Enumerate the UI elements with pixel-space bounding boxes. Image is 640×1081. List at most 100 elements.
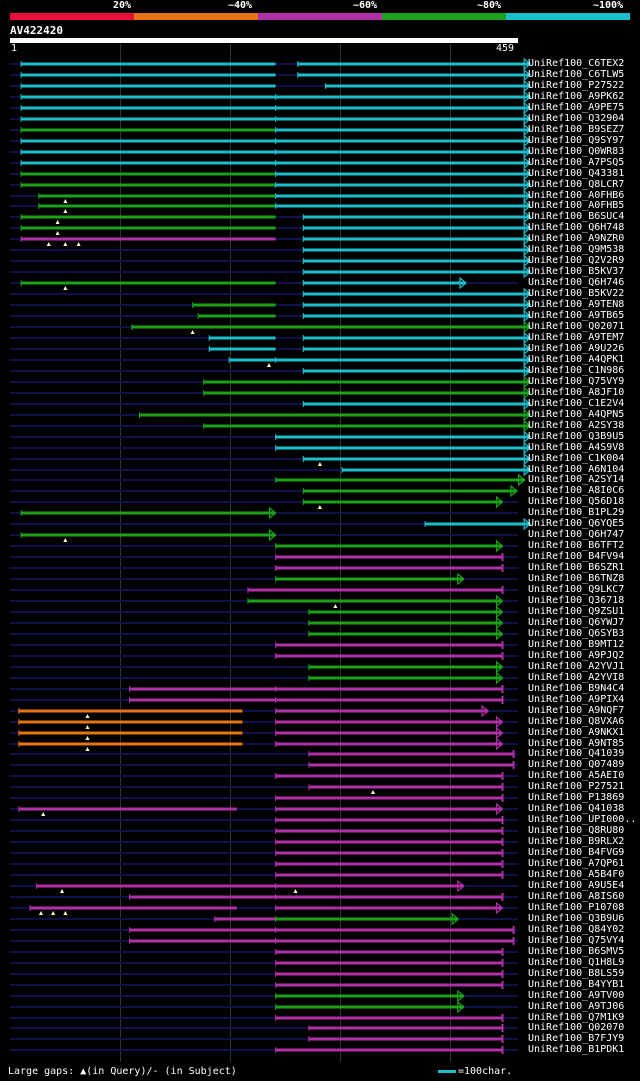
hit-label[interactable]: UniRef100_Q32904 — [528, 113, 625, 124]
hit-label[interactable]: UniRef100_P27521 — [528, 781, 625, 792]
hit-label[interactable]: UniRef100_B8LS59 — [528, 968, 625, 979]
hit-label[interactable]: UniRef100_Q36718 — [528, 595, 625, 606]
hit-label[interactable]: UniRef100_A9NQF7 — [528, 705, 625, 716]
hit-label[interactable]: UniRef100_A8IS60 — [528, 891, 625, 902]
hit-label[interactable]: UniRef100_B6SZR1 — [528, 562, 625, 573]
query-gap-marker — [317, 462, 322, 466]
hit-label[interactable]: UniRef100_A9NZR0 — [528, 233, 625, 244]
hit-label[interactable]: UniRef100_Q8LCR7 — [528, 179, 625, 190]
hit-label[interactable]: UniRef100_B5KV22 — [528, 288, 625, 299]
hit-label[interactable]: UniRef100_Q9SY97 — [528, 135, 625, 146]
hit-label[interactable]: UniRef100_Q43381 — [528, 168, 625, 179]
hit-label[interactable]: UniRef100_B1PDK1 — [528, 1044, 625, 1055]
hit-label[interactable]: UniRef100_A8JF10 — [528, 387, 625, 398]
hit-label[interactable]: UniRef100_C6TEX2 — [528, 58, 625, 69]
hit-label[interactable]: UniRef100_A8I0C6 — [528, 485, 625, 496]
hit-label[interactable]: UniRef100_Q2V2R9 — [528, 255, 625, 266]
hit-label[interactable]: UniRef100_C1N986 — [528, 365, 625, 376]
hit-label[interactable]: UniRef100_A5AEI0 — [528, 770, 625, 781]
hit-label[interactable]: UniRef100_B6SMV5 — [528, 946, 625, 957]
hit-label[interactable]: UniRef100_A4QPN5 — [528, 409, 625, 420]
hit-label[interactable]: UniRef100_Q0WR83 — [528, 146, 625, 157]
hit-label[interactable]: UniRef100_A2SY14 — [528, 474, 625, 485]
hit-label[interactable]: UniRef100_Q84Y02 — [528, 924, 625, 935]
hit-label[interactable]: UniRef100_B9SEZ7 — [528, 124, 625, 135]
hit-label[interactable]: UniRef100_B4FVG9 — [528, 847, 625, 858]
hit-label[interactable]: UniRef100_A7QP61 — [528, 858, 625, 869]
hit-label[interactable]: UniRef100_Q6H748 — [528, 222, 625, 233]
hit-label[interactable]: UniRef100_Q75VY9 — [528, 376, 625, 387]
hit-label[interactable]: UniRef100_B5KV37 — [528, 266, 625, 277]
hit-label[interactable]: UniRef100_C6TLW5 — [528, 69, 625, 80]
hit-label[interactable]: UniRef100_Q56D18 — [528, 496, 625, 507]
hit-label[interactable]: UniRef100_Q7M1K9 — [528, 1012, 625, 1023]
query-gap-marker — [63, 209, 68, 213]
hit-label[interactable]: UniRef100_P13869 — [528, 792, 625, 803]
hit-label[interactable]: UniRef100_Q6SYB3 — [528, 628, 625, 639]
hit-label[interactable]: UniRef100_Q9M538 — [528, 244, 625, 255]
hit-label[interactable]: UniRef100_C1K004 — [528, 453, 625, 464]
hit-label[interactable]: UniRef100_Q6H746 — [528, 277, 625, 288]
hit-label[interactable]: UniRef100_Q75VY4 — [528, 935, 625, 946]
hit-label[interactable]: UniRef100_Q9ZSU1 — [528, 606, 625, 617]
hit-label[interactable]: UniRef100_A7PSQ5 — [528, 157, 625, 168]
hit-label[interactable]: UniRef100_Q3B9U6 — [528, 913, 625, 924]
hit-label[interactable]: UniRef100_B7FJY9 — [528, 1033, 625, 1044]
hit-label[interactable]: UniRef100_A2YVI8 — [528, 672, 625, 683]
hit-label[interactable]: UniRef100_A0FHB5 — [528, 200, 625, 211]
hit-label[interactable]: UniRef100_A2SY38 — [528, 420, 625, 431]
hit-label[interactable]: UniRef100_Q1H8L9 — [528, 957, 625, 968]
hit-label[interactable]: UniRef100_Q02070 — [528, 1022, 625, 1033]
hit-label[interactable]: UniRef100_A9PE75 — [528, 102, 625, 113]
legend-band-orange — [134, 13, 258, 20]
hit-label[interactable]: UniRef100_B4YYB1 — [528, 979, 625, 990]
hit-label[interactable]: UniRef100_Q07489 — [528, 759, 625, 770]
legend-band-cyan — [506, 13, 630, 20]
hit-end-arrow — [523, 178, 532, 192]
hit-label[interactable]: UniRef100_Q9LKC7 — [528, 584, 625, 595]
hit-label[interactable]: UniRef100_A2YVJ1 — [528, 661, 625, 672]
hit-label[interactable]: UniRef100_B6SUC4 — [528, 211, 625, 222]
hit-label[interactable]: UniRef100_A9TEM7 — [528, 332, 625, 343]
hit-end-arrow — [523, 375, 532, 389]
hit-label[interactable]: UniRef100_P10708 — [528, 902, 625, 913]
hit-label[interactable]: UniRef100_B9RLX2 — [528, 836, 625, 847]
hit-label[interactable]: UniRef100_P27522 — [528, 80, 625, 91]
hit-label[interactable]: UniRef100_B6TNZ8 — [528, 573, 625, 584]
hit-label[interactable]: UniRef100_A9U5E4 — [528, 880, 625, 891]
hit-label[interactable]: UniRef100_A9TJ06 — [528, 1001, 625, 1012]
hit-label[interactable]: UniRef100_A9TB65 — [528, 310, 625, 321]
hit-end-arrow — [518, 473, 526, 487]
hit-label[interactable]: UniRef100_Q6H747 — [528, 529, 625, 540]
hit-label[interactable]: UniRef100_B4FV94 — [528, 551, 625, 562]
hit-label[interactable]: UniRef100_A6N104 — [528, 464, 625, 475]
hit-end-arrow — [269, 506, 277, 520]
hit-label[interactable]: UniRef100_A9NKX1 — [528, 727, 625, 738]
hit-label[interactable]: UniRef100_A5B4F0 — [528, 869, 625, 880]
hit-label[interactable]: UniRef100_A9TEN8 — [528, 299, 625, 310]
hit-label[interactable]: UniRef100_Q41039 — [528, 748, 625, 759]
hit-label[interactable]: UniRef100_Q02071 — [528, 321, 625, 332]
hit-label[interactable]: UniRef100_A9PK62 — [528, 91, 625, 102]
hit-label[interactable]: UniRef100_Q8RU80 — [528, 825, 625, 836]
hit-label[interactable]: UniRef100_A9PJQ2 — [528, 650, 625, 661]
hit-label[interactable]: UniRef100_Q3B9U5 — [528, 431, 625, 442]
hit-label[interactable]: UniRef100_A4QPK1 — [528, 354, 625, 365]
hit-label[interactable]: UniRef100_B9MT12 — [528, 639, 625, 650]
hit-label[interactable]: UniRef100_A9TV00 — [528, 990, 625, 1001]
hit-label[interactable]: UniRef100_C1E2V4 — [528, 398, 625, 409]
hit-label[interactable]: UniRef100_Q8VXA6 — [528, 716, 625, 727]
hit-label[interactable]: UniRef100_A0FHB6 — [528, 190, 625, 201]
hit-label[interactable]: UniRef100_B1PL29 — [528, 507, 625, 518]
query-gap-marker — [51, 911, 56, 915]
hit-label[interactable]: UniRef100_Q6YQE5 — [528, 518, 625, 529]
hit-label[interactable]: UniRef100_B9N4C4 — [528, 683, 625, 694]
hit-label[interactable]: UniRef100_A9PIX4 — [528, 694, 625, 705]
hit-label[interactable]: UniRef100_Q6YWJ7 — [528, 617, 625, 628]
hit-label[interactable]: UniRef100_A4S9V8 — [528, 442, 625, 453]
hit-label[interactable]: UniRef100_B6TFT2 — [528, 540, 625, 551]
hit-label[interactable]: UniRef100_UPI000.. — [528, 814, 637, 825]
hit-label[interactable]: UniRef100_Q41038 — [528, 803, 625, 814]
hit-label[interactable]: UniRef100_A9U226 — [528, 343, 625, 354]
hit-label[interactable]: UniRef100_A9NT85 — [528, 738, 625, 749]
